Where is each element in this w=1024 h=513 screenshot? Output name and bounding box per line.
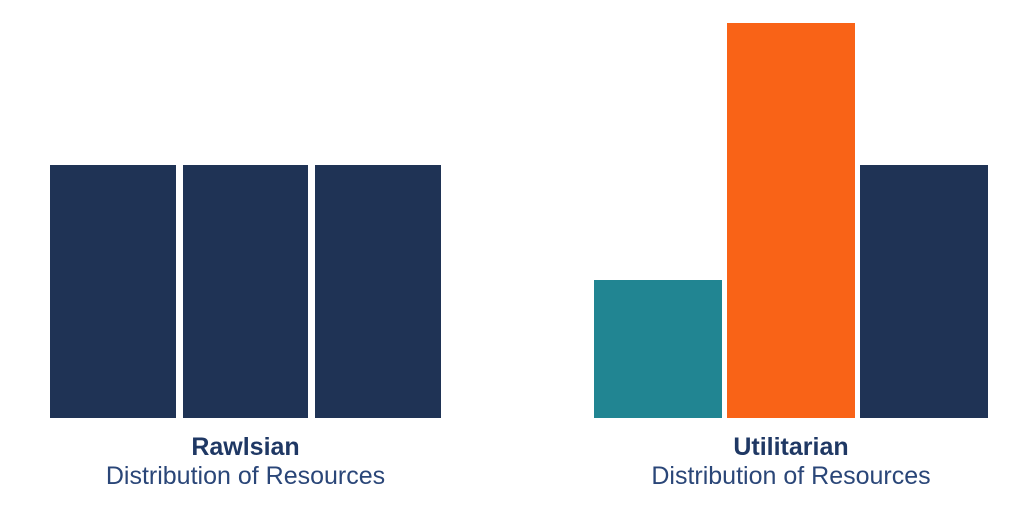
plot-area-utilitarian [594,23,988,418]
chart-title: Rawlsian [191,433,300,461]
bar [860,165,988,418]
bar [50,165,176,418]
bar [594,280,722,418]
bar [727,23,855,418]
chart-utilitarian: Utilitarian Distribution of Resources [594,23,988,491]
chart-subtitle: Distribution of Resources [105,462,386,490]
chart-label-block: Rawlsian Distribution of Resources [50,418,441,491]
bar [315,165,442,418]
plot-area-rawlsian [50,23,442,418]
chart-rawlsian: Rawlsian Distribution of Resources [50,23,442,491]
chart-title: Utilitarian [733,433,849,461]
bar [182,165,309,418]
chart-label-block: Utilitarian Distribution of Resources [594,418,988,491]
chart-subtitle: Distribution of Resources [651,462,931,490]
